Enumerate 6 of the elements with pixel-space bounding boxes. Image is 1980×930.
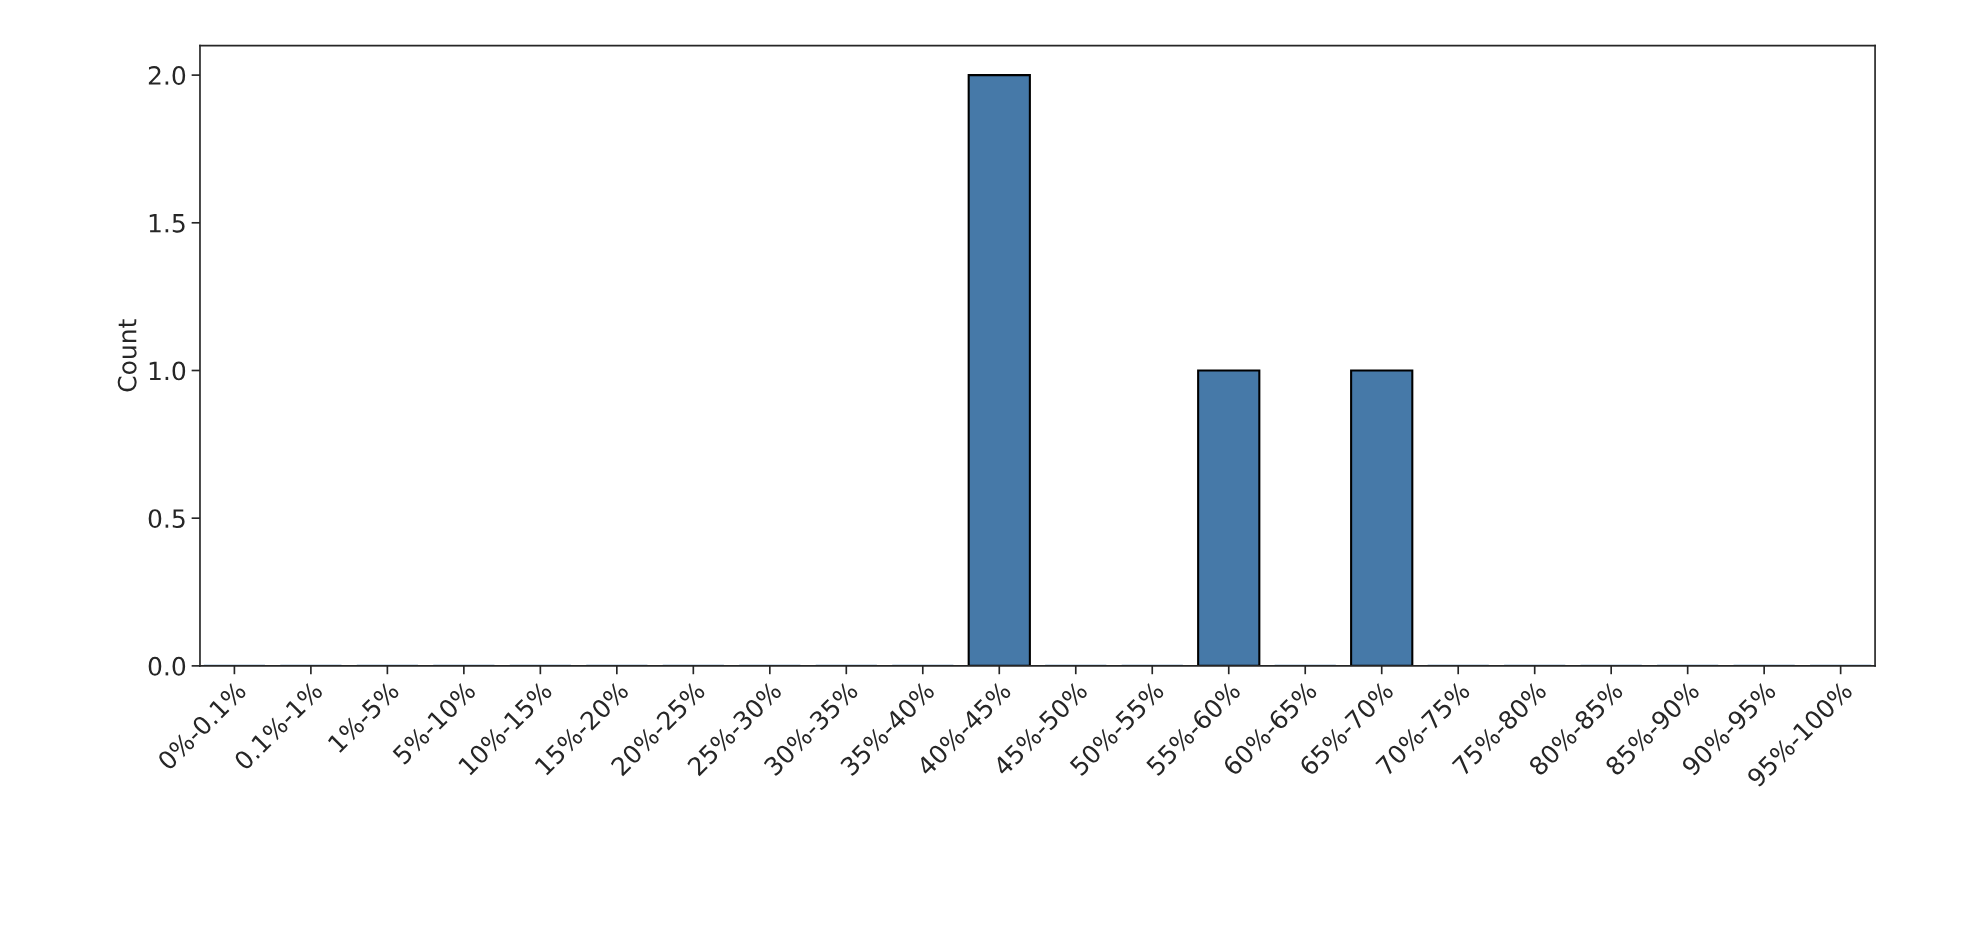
y-tick-label: 0.0 <box>148 656 186 676</box>
y-tick-label: 2.0 <box>148 66 186 85</box>
y-tick-label: 0.5 <box>148 509 185 529</box>
y-axis-title: Count <box>117 319 137 392</box>
y-tick-label: 1.0 <box>149 361 186 381</box>
y-tick-label: 1.5 <box>149 214 185 233</box>
